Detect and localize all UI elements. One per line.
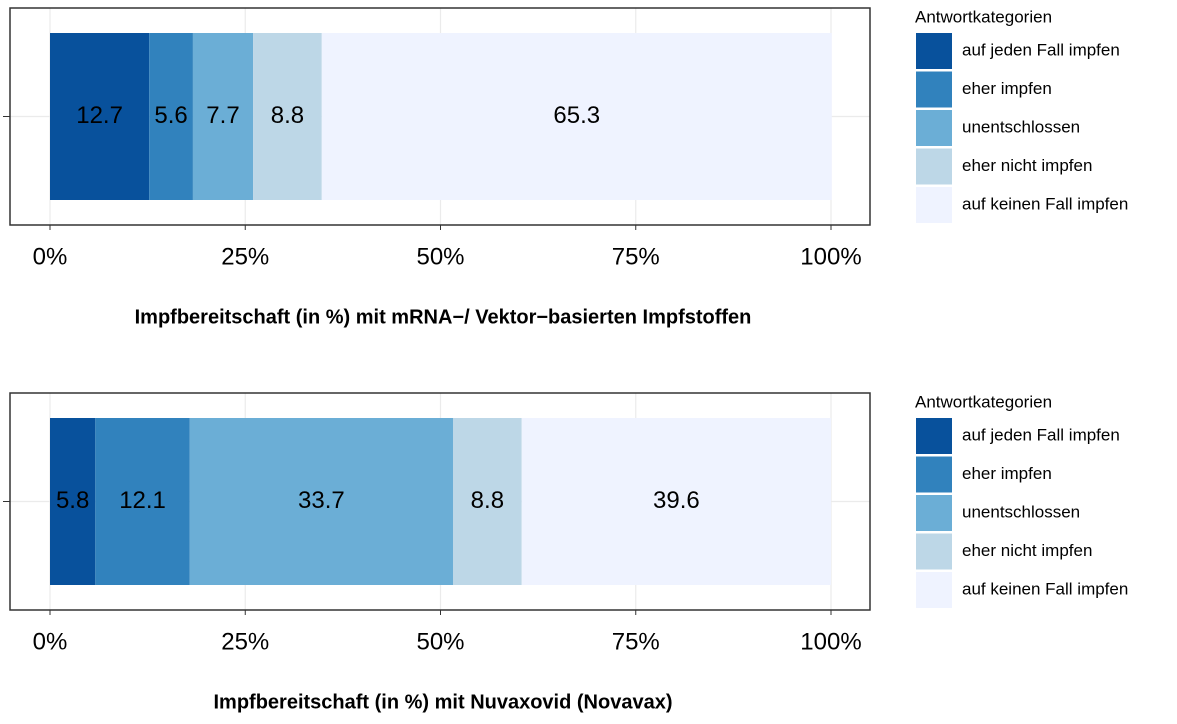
legend-label: eher nicht impfen: [962, 156, 1092, 175]
legend-key: [916, 187, 952, 223]
legend-label: unentschlossen: [962, 502, 1080, 521]
x-tick-label: 75%: [612, 628, 660, 655]
x-tick-label: 25%: [221, 243, 269, 270]
legend-label: auf jeden Fall impfen: [962, 425, 1120, 444]
x-tick-label: 50%: [416, 243, 464, 270]
legend-key: [916, 418, 952, 454]
legend-label: eher impfen: [962, 79, 1052, 98]
value-label: 8.8: [471, 487, 504, 514]
value-label: 65.3: [553, 102, 600, 129]
bar-segment: [521, 418, 831, 585]
x-axis-title: Impfbereitschaft (in %) mit mRNA−/ Vekto…: [135, 306, 752, 328]
bar-segment: [50, 418, 96, 585]
bar-segment: [189, 418, 453, 585]
legend-title: Antwortkategorien: [915, 7, 1052, 26]
value-label: 8.8: [271, 102, 304, 129]
bar-segment: [149, 33, 193, 200]
value-label: 5.8: [56, 487, 89, 514]
value-label: 12.7: [76, 102, 123, 129]
legend-key: [916, 110, 952, 146]
x-tick-label: 100%: [800, 628, 861, 655]
x-tick-label: 100%: [800, 243, 861, 270]
legend-label: auf keinen Fall impfen: [962, 579, 1128, 598]
bar-segment: [192, 33, 254, 200]
legend-key: [916, 495, 952, 531]
legend-label: unentschlossen: [962, 117, 1080, 136]
value-label: 7.7: [206, 102, 239, 129]
value-label: 12.1: [119, 487, 166, 514]
value-label: 39.6: [653, 487, 700, 514]
legend-label: eher impfen: [962, 464, 1052, 483]
legend-key: [916, 533, 952, 570]
bar-segment: [253, 33, 322, 200]
legend-label: auf keinen Fall impfen: [962, 194, 1128, 213]
x-tick-label: 75%: [612, 243, 660, 270]
legend-key: [916, 148, 952, 185]
value-label: 5.6: [154, 102, 187, 129]
legend-label: eher nicht impfen: [962, 541, 1092, 560]
value-label: 33.7: [298, 487, 345, 514]
x-axis-title: Impfbereitschaft (in %) mit Nuvaxovid (N…: [214, 691, 673, 713]
legend-key: [916, 33, 952, 69]
x-tick-label: 0%: [33, 628, 68, 655]
bar-segment: [95, 418, 190, 585]
x-tick-label: 25%: [221, 628, 269, 655]
bar-segment: [452, 418, 522, 585]
x-tick-label: 0%: [33, 243, 68, 270]
legend-key: [916, 71, 952, 108]
bar-segment: [50, 33, 150, 200]
bar-segment: [321, 33, 832, 200]
legend-label: auf jeden Fall impfen: [962, 40, 1120, 59]
x-tick-label: 50%: [416, 628, 464, 655]
legend-key: [916, 456, 952, 493]
legend-title: Antwortkategorien: [915, 392, 1052, 411]
legend-key: [916, 572, 952, 608]
